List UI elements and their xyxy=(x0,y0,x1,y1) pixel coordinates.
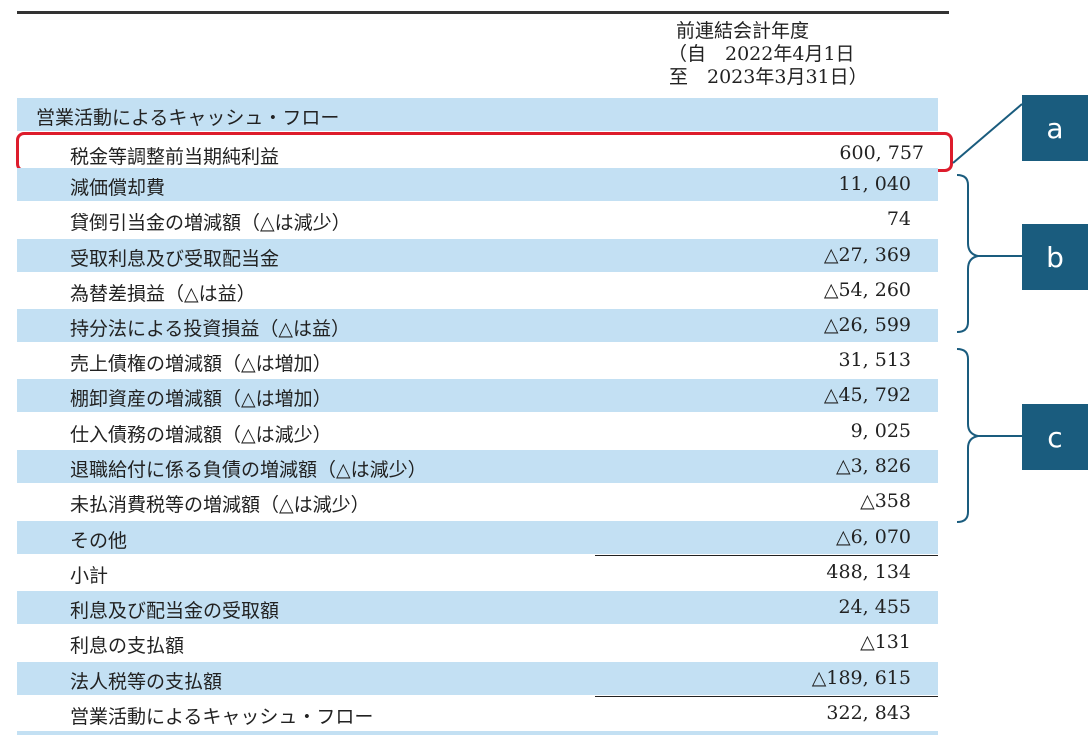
row-value: △6, 070 xyxy=(835,526,911,548)
row-label: 税金等調整前当期純利益 xyxy=(70,146,280,168)
row-value: △358 xyxy=(860,490,911,512)
row-label: 為替差損益（△は益） xyxy=(70,283,256,305)
subtotal-rule xyxy=(595,555,938,556)
row-value: △27, 369 xyxy=(823,244,911,266)
table-row: 利息の支払額 △131 xyxy=(17,626,938,659)
next-row-edge xyxy=(17,731,938,735)
row-label: 小計 xyxy=(70,565,109,587)
period-title: 前連結会計年度 xyxy=(676,20,810,42)
row-label: 減価償却費 xyxy=(70,177,166,199)
bracket-b-icon xyxy=(956,174,979,333)
table-row: 持分法による投資損益（△は益） △26, 599 xyxy=(17,309,938,342)
row-label: 未払消費税等の増減額（△は減少） xyxy=(70,494,370,516)
table-row: 貸倒引当金の増減額（△は減少） 74 xyxy=(17,203,938,236)
row-label: 利息及び配当金の受取額 xyxy=(70,600,280,622)
row-value: 24, 455 xyxy=(838,596,911,618)
total-rule xyxy=(595,696,938,697)
table-row-total: 営業活動によるキャッシュ・フロー 322, 843 xyxy=(17,697,938,730)
row-value: △26, 599 xyxy=(823,314,911,336)
table-row-subtotal: 小計 488, 134 xyxy=(17,556,938,589)
row-value: 600, 757 xyxy=(839,142,924,164)
row-label: 退職給付に係る負債の増減額（△は減少） xyxy=(70,459,427,481)
table-row: 未払消費税等の増減額（△は減少） △358 xyxy=(17,485,938,518)
section-title: 営業活動によるキャッシュ・フロー xyxy=(36,107,340,129)
table-row: 仕入債務の増減額（△は減少） 9, 025 xyxy=(17,415,938,448)
row-value: △189, 615 xyxy=(811,667,911,689)
period-header: 前連結会計年度 （自 2022年4月1日 至 2023年3月31日） xyxy=(640,20,890,89)
callout-a-label: a xyxy=(1022,95,1088,161)
table-row: 棚卸資産の増減額（△は増加） △45, 792 xyxy=(17,379,938,412)
table-row: その他 △6, 070 xyxy=(17,521,938,554)
row-label: 営業活動によるキャッシュ・フロー xyxy=(70,706,374,728)
row-label: 法人税等の支払額 xyxy=(70,671,223,693)
table-row: 売上債権の増減額（△は増加） 31, 513 xyxy=(17,344,938,377)
row-label: 売上債権の増減額（△は増加） xyxy=(70,353,332,375)
table-row: 利息及び配当金の受取額 24, 455 xyxy=(17,591,938,624)
table-row: 法人税等の支払額 △189, 615 xyxy=(17,662,938,695)
callout-b-label: b xyxy=(1022,224,1088,290)
row-value: 74 xyxy=(886,208,911,230)
row-label: 仕入債務の増減額（△は減少） xyxy=(70,424,332,446)
table-top-border xyxy=(17,11,949,14)
row-value: △54, 260 xyxy=(823,279,911,301)
row-label: 貸倒引当金の増減額（△は減少） xyxy=(70,212,351,234)
section-header-row: 営業活動によるキャッシュ・フロー xyxy=(17,98,938,131)
period-to: 至 2023年3月31日） xyxy=(669,66,868,88)
row-label: 棚卸資産の増減額（△は増加） xyxy=(70,388,332,410)
row-value: △131 xyxy=(860,631,911,653)
table-row: 減価償却費 11, 040 xyxy=(17,168,938,201)
table-row: 為替差損益（△は益） △54, 260 xyxy=(17,274,938,307)
row-value: 9, 025 xyxy=(850,420,911,442)
row-value: △45, 792 xyxy=(823,384,911,406)
row-value: 31, 513 xyxy=(838,349,911,371)
row-value: 322, 843 xyxy=(826,702,911,724)
row-label: 受取利息及び受取配当金 xyxy=(70,248,280,270)
table-row: 受取利息及び受取配当金 △27, 369 xyxy=(17,239,938,272)
callout-a-connector xyxy=(952,103,1023,164)
row-value: 11, 040 xyxy=(838,173,911,195)
callout-c-label: c xyxy=(1022,404,1088,470)
row-label: 利息の支払額 xyxy=(70,635,185,657)
row-value: 488, 134 xyxy=(826,561,911,583)
period-from: （自 2022年4月1日 xyxy=(668,43,855,65)
bracket-c-icon xyxy=(956,348,979,523)
row-value: △3, 826 xyxy=(835,455,911,477)
table-row: 退職給付に係る負債の増減額（△は減少） △3, 826 xyxy=(17,450,938,483)
row-label: その他 xyxy=(70,530,128,552)
row-label: 持分法による投資損益（△は益） xyxy=(70,318,351,340)
